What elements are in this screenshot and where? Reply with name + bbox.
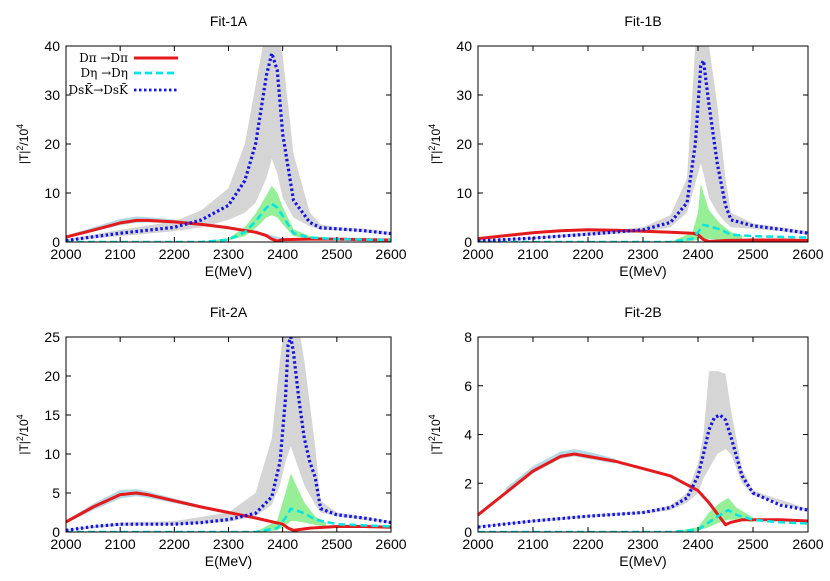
x-tick-label: 2100 (105, 536, 136, 552)
y-axis-label: |T|2/104 (15, 124, 31, 164)
axes-frame (65, 336, 392, 533)
x-tick-label: 2500 (737, 536, 768, 552)
x-tick-label: 2300 (213, 536, 244, 552)
x-axis-label: E(MeV) (205, 263, 252, 279)
error-band (670, 183, 742, 242)
series-line (478, 413, 808, 529)
chart-title: Fit-2A (210, 304, 248, 320)
legend-label: Dπ →Dπ (79, 51, 128, 65)
x-tick-label: 2500 (737, 246, 768, 262)
plot-area (66, 337, 391, 532)
error-band (255, 473, 326, 532)
series-line (66, 507, 391, 532)
y-tick-label: 30 (44, 87, 60, 103)
series-line (478, 228, 808, 242)
error-band (505, 449, 616, 496)
series-line (66, 51, 391, 242)
x-tick-label: 2100 (105, 246, 136, 262)
panel-fit-2b: 2000 2100 2200 2300 2400 2500 2600 0 2 4 6 8 Fit-2B E… (427, 304, 824, 569)
panel-fit-2a: 2000 2100 2200 2300 2400 2500 2600 0 5 10 15 20 25 Fi… (15, 304, 407, 569)
y-tick-label: 10 (44, 185, 60, 201)
y-tick-label: 0 (464, 234, 472, 250)
error-band (66, 46, 391, 241)
x-axis-label: E(MeV) (619, 553, 666, 569)
x-tick-label: 2200 (159, 536, 190, 552)
y-tick-label: 40 (456, 38, 472, 54)
x-tick-label: 2600 (375, 536, 406, 552)
y-tick-label: 0 (464, 524, 472, 540)
x-axis-label: E(MeV) (205, 553, 252, 569)
y-axis-label: |T|2/104 (427, 124, 443, 164)
x-tick-label: 2200 (159, 246, 190, 262)
x-tick-label: 2100 (517, 536, 548, 552)
x-tick-label: 2000 (50, 246, 81, 262)
error-band (670, 497, 753, 532)
x-tick-label: 2100 (517, 246, 548, 262)
x-tick-label: 2500 (321, 536, 352, 552)
series-line (478, 452, 808, 527)
axes-frame (477, 336, 809, 533)
error-band (66, 489, 229, 524)
y-tick-label: 0 (52, 234, 60, 250)
x-tick-label: 2300 (627, 536, 658, 552)
x-tick-label: 2600 (792, 246, 823, 262)
chart-title: Fit-1A (210, 13, 248, 29)
chart-title: Fit-2B (624, 304, 661, 320)
y-tick-label: 25 (44, 329, 60, 345)
y-tick-label: 15 (44, 407, 60, 423)
legend-label: Dη →Dη (81, 66, 129, 80)
y-tick-label: 10 (456, 185, 472, 201)
x-tick-label: 2300 (627, 246, 658, 262)
y-tick-label: 5 (52, 485, 60, 501)
chart-title: Fit-1B (624, 13, 661, 29)
x-tick-label: 2200 (572, 536, 603, 552)
panel-fit-1b: 2000 2100 2200 2300 2400 2500 2600 0 10 20 30 40 Fit… (427, 13, 824, 279)
x-tick-label: 2400 (682, 246, 713, 262)
x-tick-label: 2400 (682, 536, 713, 552)
y-tick-label: 20 (44, 136, 60, 152)
legend-label: DsK̄→DsK̄ (68, 82, 129, 97)
plot-area (478, 371, 808, 532)
y-tick-label: 40 (44, 38, 60, 54)
plot-area (478, 46, 808, 242)
series-line (66, 218, 391, 242)
y-tick-label: 2 (464, 475, 472, 491)
x-tick-label: 2400 (267, 246, 298, 262)
y-tick-label: 20 (456, 136, 472, 152)
x-axis-label: E(MeV) (619, 263, 666, 279)
x-tick-label: 2000 (50, 536, 81, 552)
x-tick-label: 2300 (213, 246, 244, 262)
x-tick-label: 2600 (375, 246, 406, 262)
y-tick-label: 8 (464, 329, 472, 345)
x-tick-label: 2600 (792, 536, 823, 552)
y-tick-label: 4 (464, 427, 472, 443)
error-band (66, 337, 391, 531)
x-tick-label: 2400 (267, 536, 298, 552)
y-tick-label: 20 (44, 368, 60, 384)
error-band (478, 371, 808, 528)
y-tick-label: 30 (456, 87, 472, 103)
series-line (478, 223, 808, 242)
y-tick-label: 6 (464, 378, 472, 394)
y-axis-label: |T|2/104 (427, 414, 443, 454)
x-tick-label: 2200 (572, 246, 603, 262)
error-band (201, 185, 337, 242)
error-band (478, 46, 808, 241)
series-line (478, 59, 808, 242)
x-tick-label: 2000 (462, 536, 493, 552)
x-tick-label: 2000 (462, 246, 493, 262)
y-tick-label: 10 (44, 446, 60, 462)
y-axis-label: |T|2/104 (15, 414, 31, 454)
series-line (66, 337, 391, 532)
panel-fit-1a: 2000 2100 2200 2300 2400 2500 2600 0 10 20 30 40 Fit… (15, 13, 407, 279)
axes-frame (477, 45, 809, 243)
plot-area (66, 46, 391, 242)
y-tick-label: 0 (52, 524, 60, 540)
x-tick-label: 2500 (321, 246, 352, 262)
